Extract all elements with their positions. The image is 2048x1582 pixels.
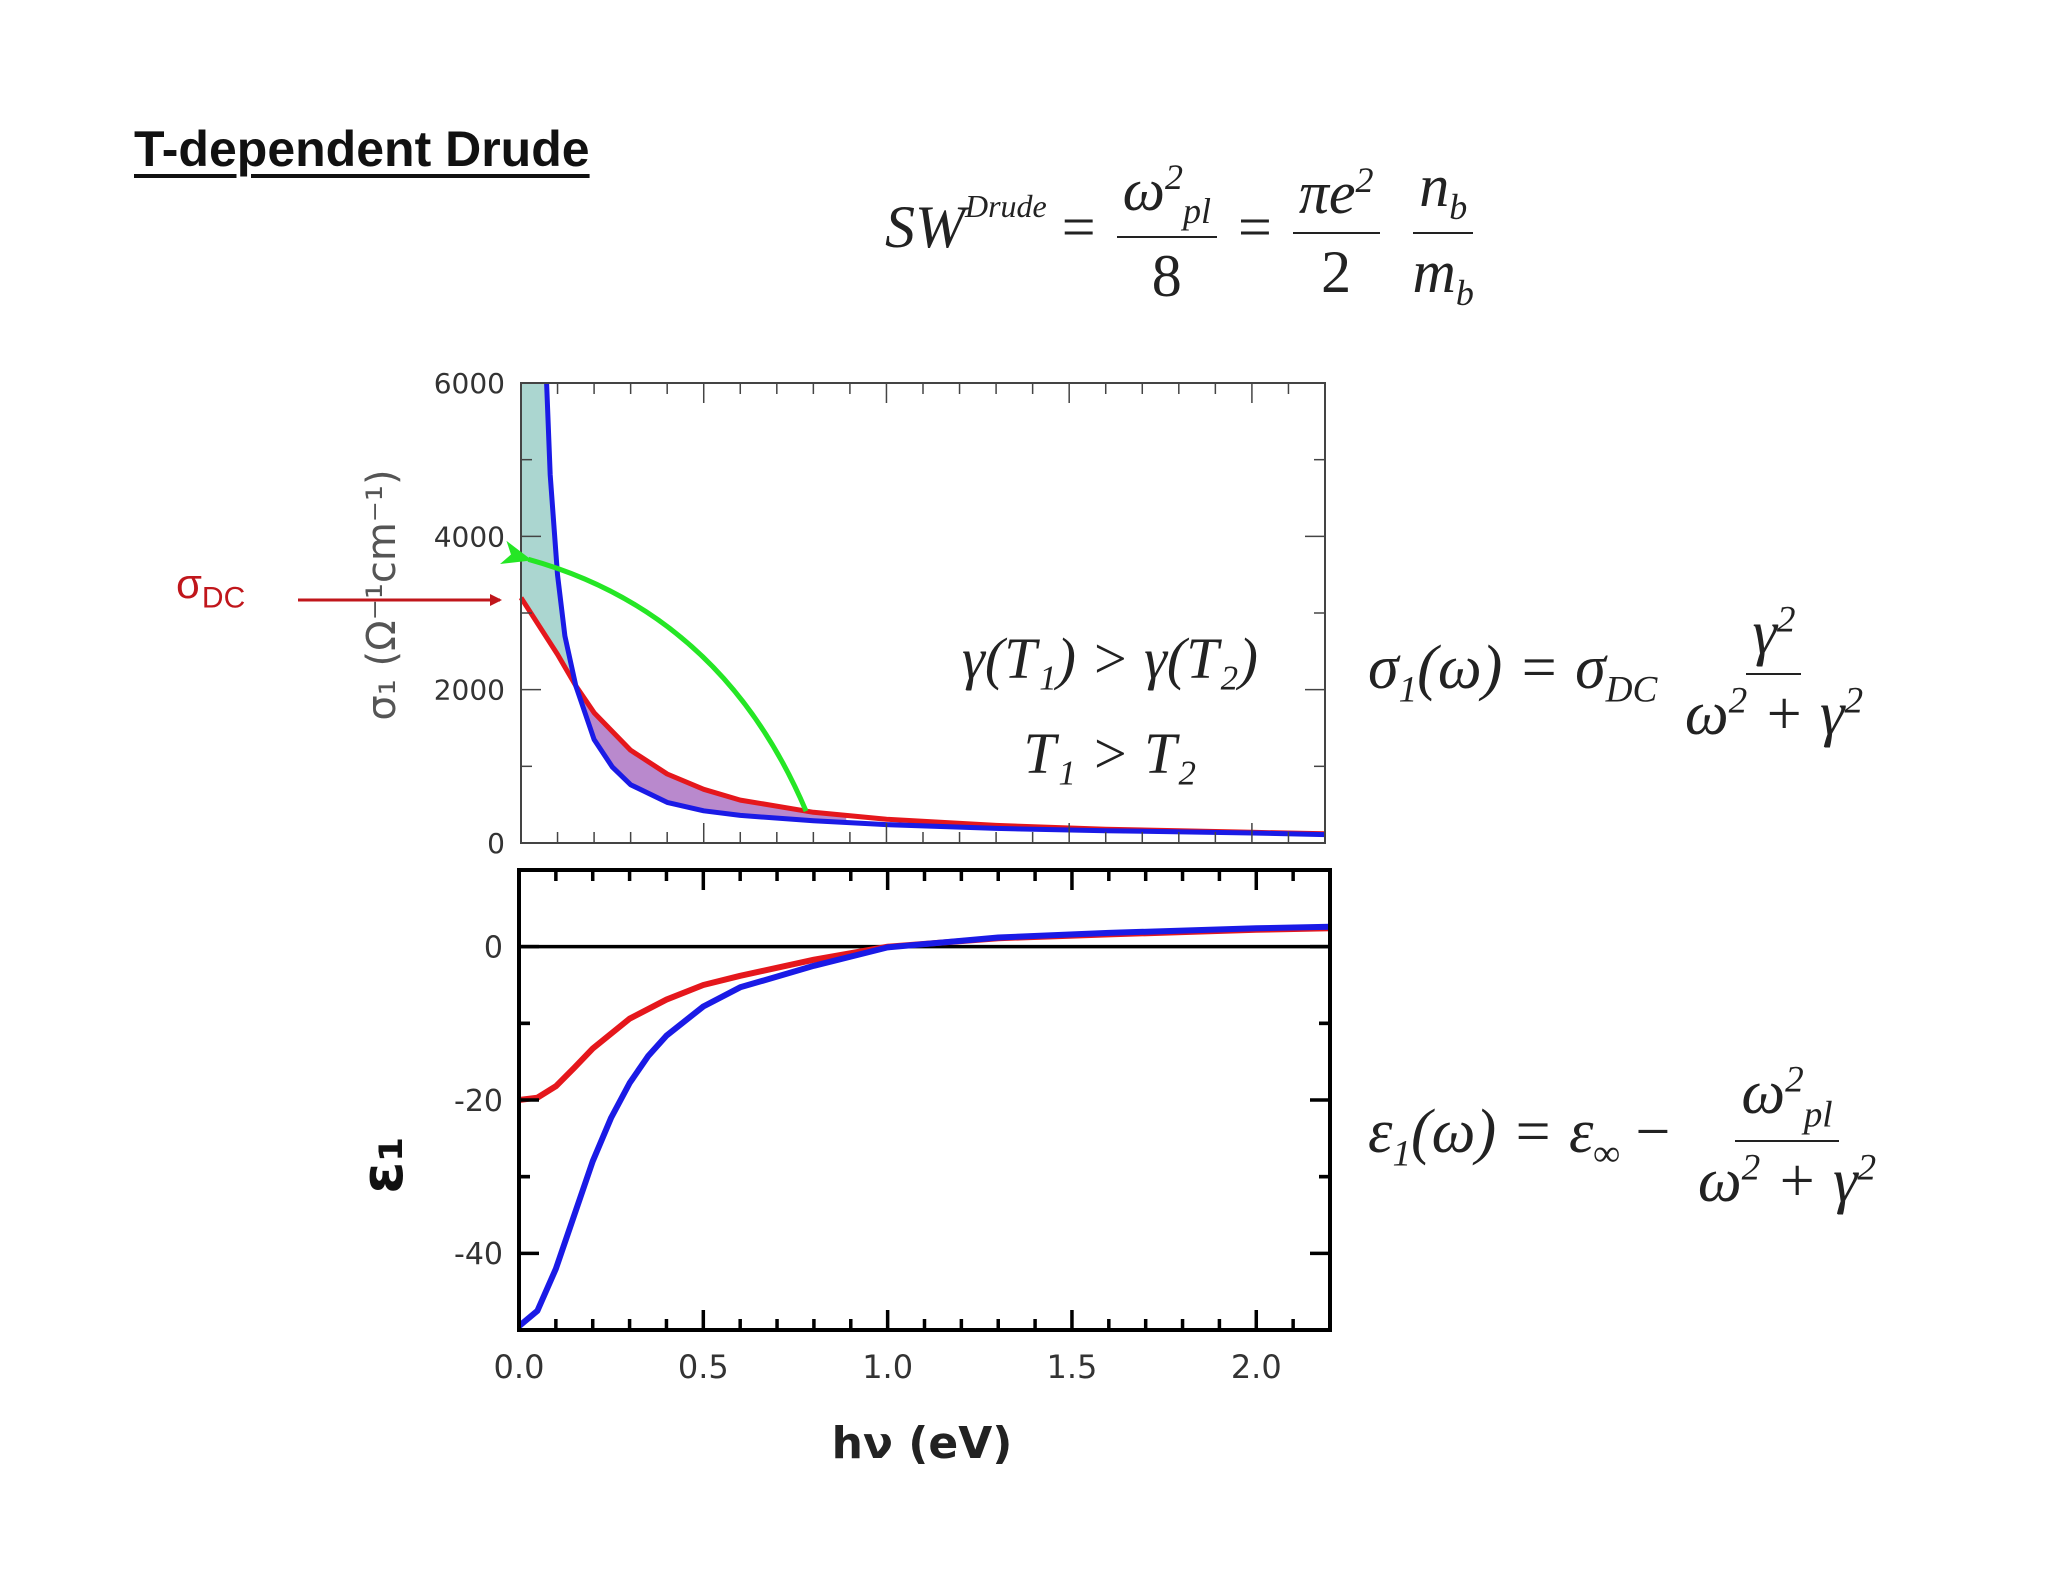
sw-frac-3: nb mb xyxy=(1407,152,1480,314)
sigma-dc-sub: DC xyxy=(201,581,246,615)
eps1-inf-sub: ∞ xyxy=(1593,1133,1620,1175)
sigma1-lhs-sub: 1 xyxy=(1398,669,1418,711)
sigma1-gamma-sup: 2 xyxy=(1776,599,1796,641)
sigma-dc-label: σDC xyxy=(176,560,245,615)
eps1-frame xyxy=(517,868,1332,1332)
sigma1-den-sup2: 2 xyxy=(1844,680,1864,722)
sw-equation: SWDrude = ω2pl 8 = πe2 2 nb mb xyxy=(885,152,1486,314)
temperature-annotation: T₁ > T₂ xyxy=(1023,721,1197,786)
eps1-series-red xyxy=(518,925,1331,1103)
eps1-axis-label: ε₁ xyxy=(348,1136,416,1194)
eps1-lhs-sub: 1 xyxy=(1392,1133,1412,1175)
eps1-den-mid: + γ xyxy=(1760,1147,1858,1216)
sw-lhs: SW xyxy=(885,193,965,260)
sw-pie: πe xyxy=(1298,160,1356,226)
eps1-ytick-label: -20 xyxy=(454,1084,503,1119)
eps1-omega: ω xyxy=(1741,1059,1786,1127)
sw-n: n xyxy=(1419,153,1450,219)
sigma1-ytick-label: 0 xyxy=(487,827,505,860)
sigma1-ytick-label: 6000 xyxy=(434,367,505,400)
eps1-ytick-label: -40 xyxy=(454,1237,503,1272)
temperature-arrow xyxy=(500,540,809,813)
sw-den-1: 8 xyxy=(1151,242,1182,309)
x-axis-label: hν (eV) xyxy=(831,1418,1013,1469)
sw-drude-sup: Drude xyxy=(964,187,1047,224)
sigma1-arg: (ω) = σ xyxy=(1417,634,1606,703)
eps1-xtick-label: 0.5 xyxy=(678,1348,729,1386)
sigma1-dc-sub: DC xyxy=(1605,669,1658,711)
eps1-frac: ω2pl ω2 + γ2 xyxy=(1692,1058,1882,1217)
eps1-den-omega: ω xyxy=(1697,1147,1742,1216)
gamma-annotation: γ(T₁) > γ(T₂) xyxy=(962,626,1258,691)
sigma1-axis-label: σ₁ (Ω⁻¹cm⁻¹) xyxy=(359,469,405,721)
sigma1-den-mid: + γ xyxy=(1747,680,1845,748)
eps1-omega-sub: pl xyxy=(1803,1094,1833,1136)
sw-omega-sub: pl xyxy=(1182,190,1211,231)
eps1-den-sup1: 2 xyxy=(1741,1147,1761,1189)
sigma1-lhs: σ xyxy=(1368,634,1399,703)
sigma1-series-blue xyxy=(544,382,1326,838)
eps1-omega-sup: 2 xyxy=(1785,1059,1804,1101)
sw-den-2: 2 xyxy=(1321,239,1352,305)
sw-omega: ω xyxy=(1122,156,1165,223)
eps1-minus: − xyxy=(1619,1097,1671,1166)
purple-fill-region xyxy=(575,685,847,823)
eps1-lhs: ε xyxy=(1368,1097,1393,1166)
sigma1-gamma: γ xyxy=(1752,599,1777,667)
eps1-xtick-label: 2.0 xyxy=(1231,1348,1282,1386)
sw-m: m xyxy=(1412,239,1456,305)
eps1-ytick-label: 0 xyxy=(484,930,503,965)
sigma1-equation: σ1(ω) = σDC γ2 ω2 + γ2 xyxy=(1368,598,1875,750)
eps1-den-sup2: 2 xyxy=(1857,1147,1877,1189)
eps1-equation: ε1(ω) = ε∞ − ω2pl ω2 + γ2 xyxy=(1368,1058,1888,1217)
sigma-dc-main: σ xyxy=(176,560,202,607)
sigma1-frac: γ2 ω2 + γ2 xyxy=(1679,598,1869,750)
sw-m-sub: b xyxy=(1455,273,1474,313)
eps1-arg: (ω) = ε xyxy=(1411,1097,1594,1166)
slide-title: T-dependent Drude xyxy=(134,121,590,177)
sigma1-ytick-label: 4000 xyxy=(434,520,505,553)
sigma1-ytick-label: 2000 xyxy=(434,674,505,707)
eps1-xtick-label: 1.5 xyxy=(1047,1348,1098,1386)
sw-frac-1: ω2pl 8 xyxy=(1116,156,1217,311)
sigma1-den-omega: ω xyxy=(1684,680,1729,748)
eps1-xtick-label: 1.0 xyxy=(862,1348,913,1386)
sigma1-den-sup1: 2 xyxy=(1728,680,1748,722)
sw-pie-sup: 2 xyxy=(1355,160,1374,200)
sigma1-panel: 0 2000 4000 6000 xyxy=(434,367,1326,860)
sw-n-sub: b xyxy=(1449,187,1468,227)
sw-omega-sup: 2 xyxy=(1164,156,1183,197)
eps1-xtick-label: 0.0 xyxy=(494,1348,545,1386)
eps1-series-blue xyxy=(517,923,1331,1329)
sw-frac-2: πe2 2 xyxy=(1292,159,1380,307)
eps1-panel: 0 -20 -40 0.0 0.5 1.0 1.5 2.0 xyxy=(454,868,1332,1386)
